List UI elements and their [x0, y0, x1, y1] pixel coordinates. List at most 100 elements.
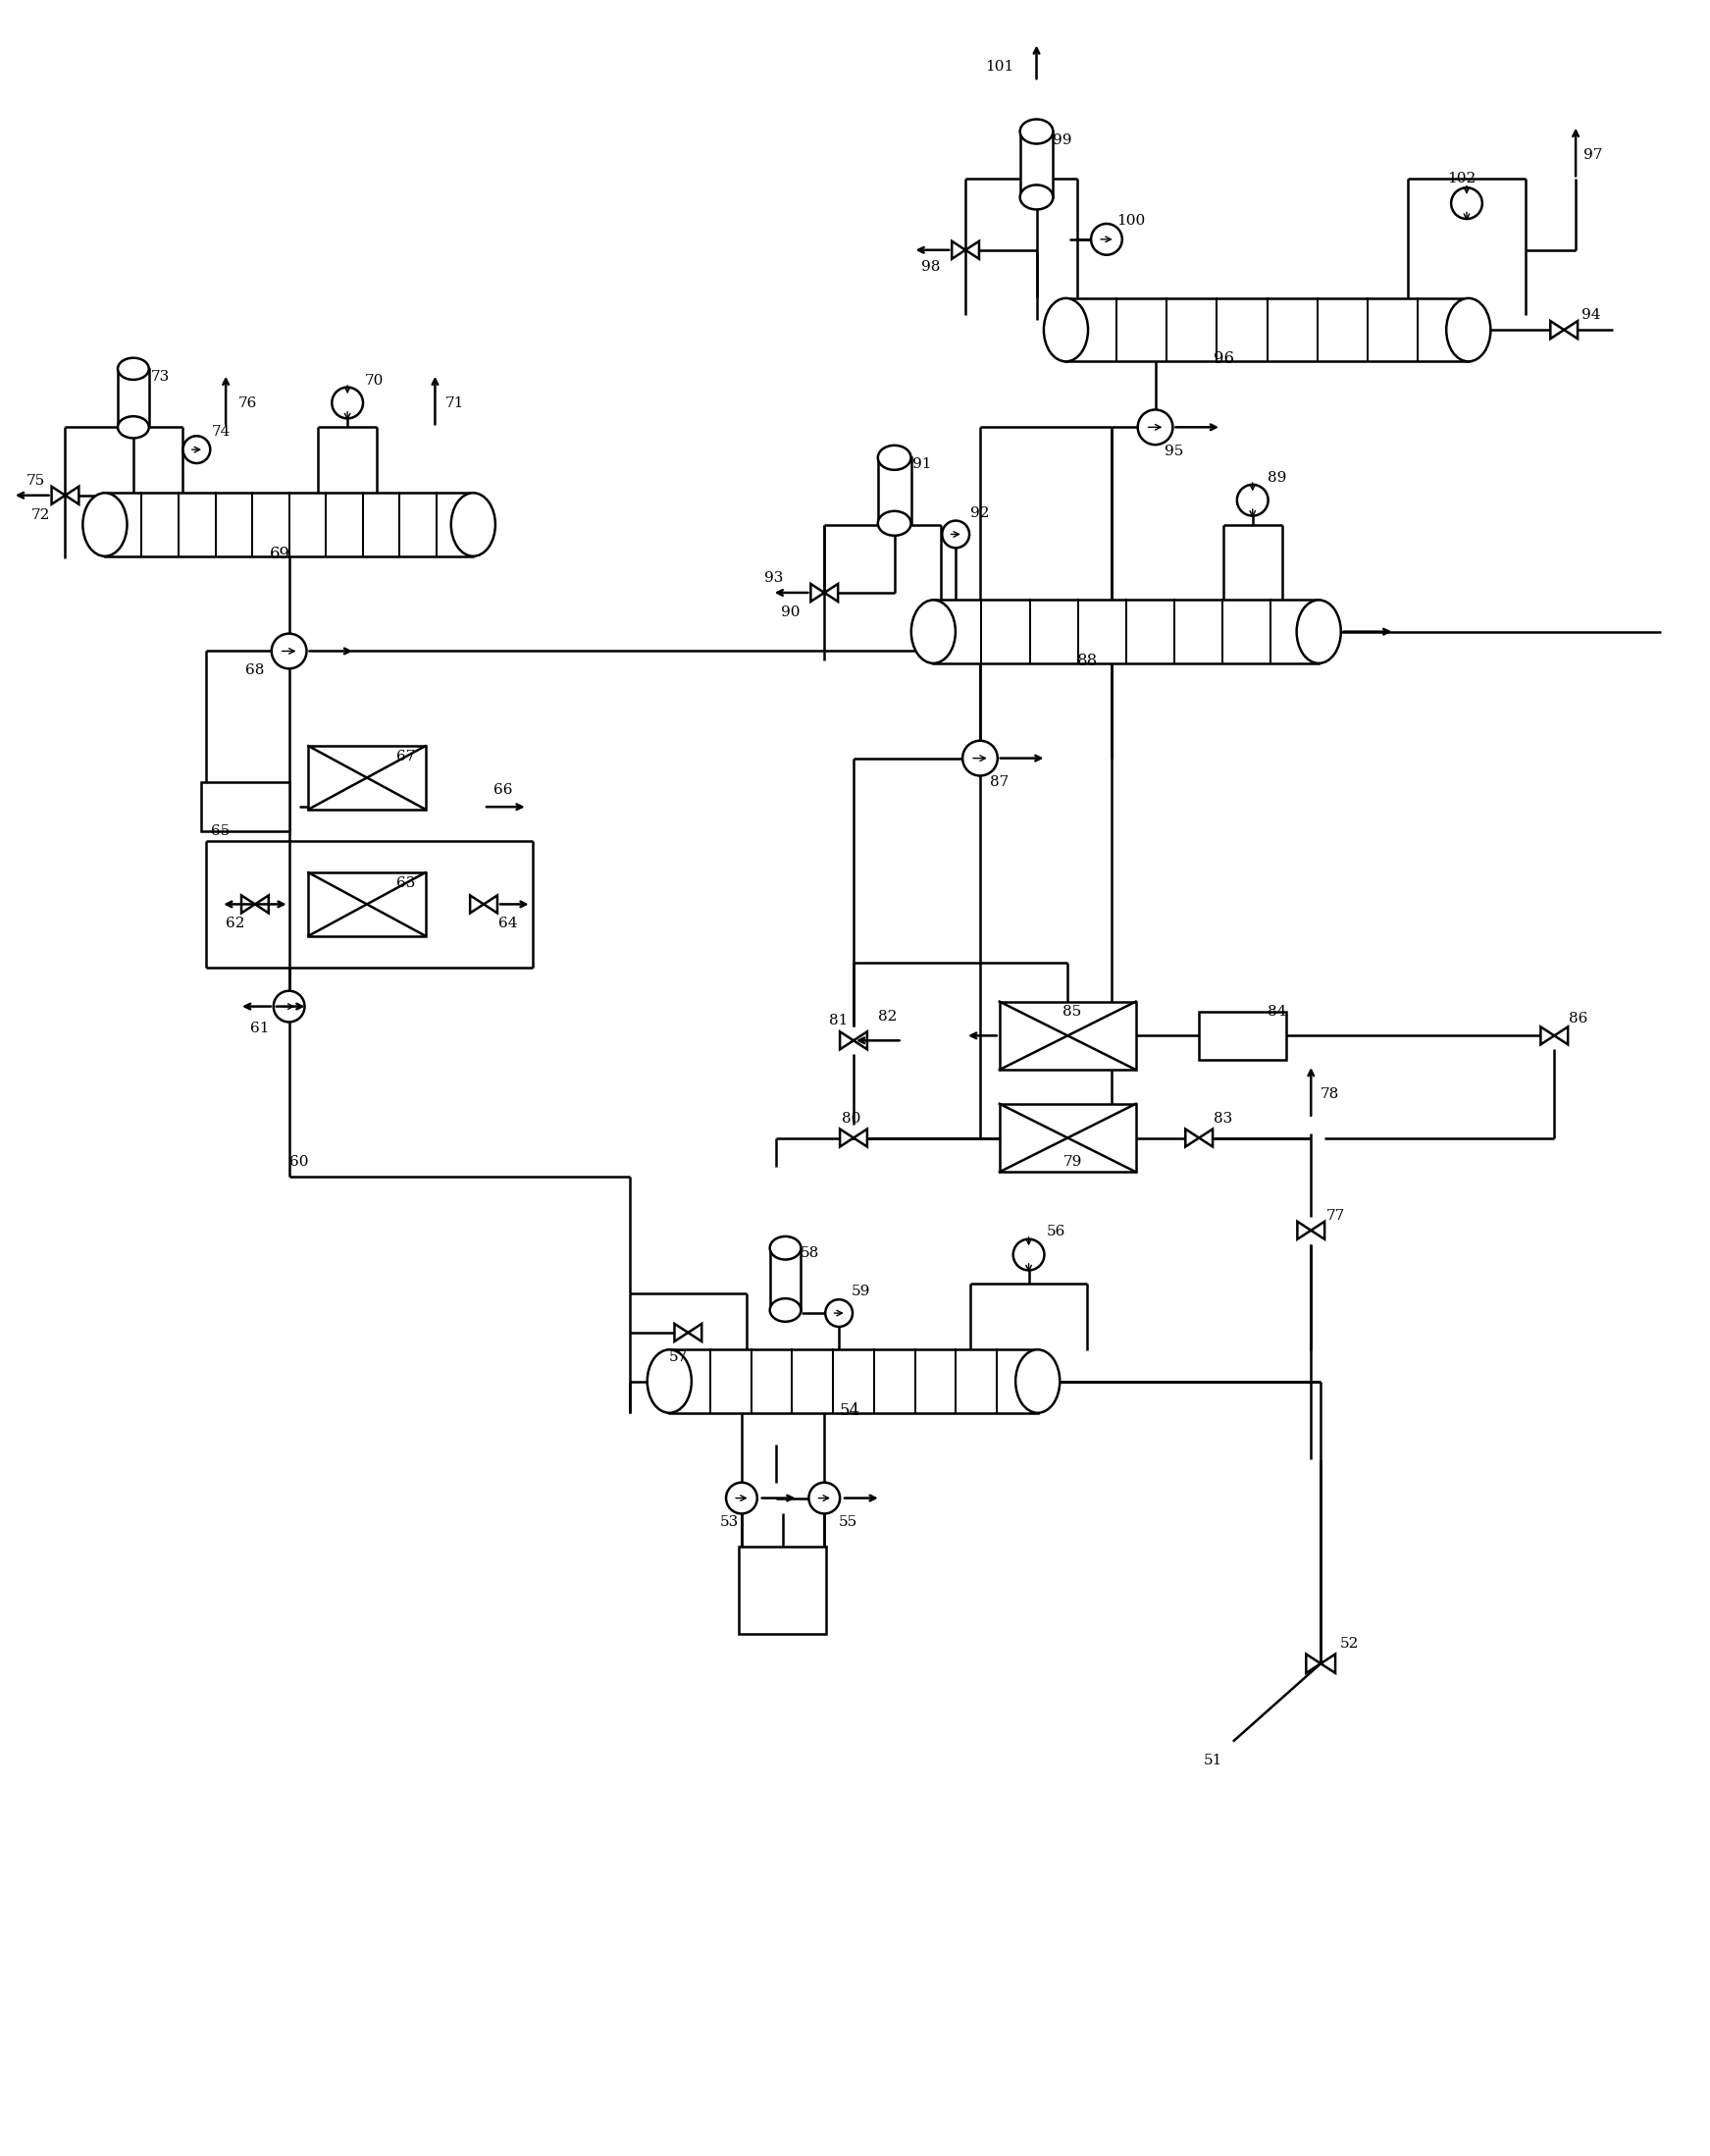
Polygon shape — [1551, 321, 1565, 338]
Text: 94: 94 — [1582, 308, 1601, 321]
Text: 66: 66 — [494, 783, 513, 798]
Text: 71: 71 — [445, 397, 463, 410]
Text: 60: 60 — [289, 1156, 308, 1169]
Ellipse shape — [1019, 185, 1053, 209]
Polygon shape — [1320, 1654, 1336, 1673]
Polygon shape — [966, 241, 980, 259]
Bar — [308, 873, 426, 936]
Polygon shape — [1541, 1026, 1554, 1044]
Polygon shape — [840, 1033, 853, 1050]
Text: 52: 52 — [1341, 1636, 1359, 1651]
Bar — [669, 1350, 1038, 1412]
Text: 63: 63 — [397, 875, 416, 890]
Polygon shape — [1298, 1222, 1312, 1240]
Text: 75: 75 — [26, 474, 44, 487]
Ellipse shape — [1043, 298, 1088, 362]
Polygon shape — [51, 487, 65, 505]
Text: 80: 80 — [841, 1112, 860, 1125]
Text: 86: 86 — [1568, 1011, 1589, 1026]
Text: 84: 84 — [1267, 1005, 1286, 1018]
Polygon shape — [1565, 321, 1578, 338]
Polygon shape — [1312, 1222, 1325, 1240]
Text: 73: 73 — [150, 369, 169, 384]
Circle shape — [727, 1483, 758, 1514]
Bar — [1019, 132, 1053, 196]
Ellipse shape — [451, 494, 496, 556]
Polygon shape — [241, 895, 255, 914]
Ellipse shape — [911, 599, 956, 664]
Text: 74: 74 — [212, 425, 231, 440]
Ellipse shape — [1019, 119, 1053, 144]
Bar — [1000, 1003, 1135, 1069]
Text: 90: 90 — [780, 606, 800, 619]
Bar — [202, 783, 289, 832]
Polygon shape — [811, 584, 824, 602]
Ellipse shape — [770, 1298, 800, 1322]
Ellipse shape — [82, 494, 127, 556]
Bar — [1000, 1104, 1135, 1173]
Bar — [118, 369, 149, 427]
Text: 72: 72 — [31, 509, 50, 522]
Bar — [1199, 1011, 1286, 1061]
Text: 56: 56 — [1047, 1225, 1065, 1238]
Text: 81: 81 — [829, 1013, 848, 1028]
Text: 76: 76 — [238, 397, 258, 410]
Circle shape — [274, 992, 304, 1022]
Circle shape — [809, 1483, 840, 1514]
Text: 64: 64 — [498, 916, 518, 931]
Text: 91: 91 — [911, 457, 930, 470]
Text: 97: 97 — [1583, 149, 1602, 162]
Text: 69: 69 — [270, 545, 291, 563]
Polygon shape — [853, 1130, 867, 1147]
Bar — [1065, 298, 1469, 362]
Text: 88: 88 — [1077, 653, 1098, 668]
Circle shape — [272, 634, 306, 668]
Text: 98: 98 — [922, 259, 940, 274]
Bar — [739, 1546, 826, 1634]
Polygon shape — [255, 895, 268, 914]
Text: 53: 53 — [720, 1516, 739, 1529]
Ellipse shape — [1447, 298, 1491, 362]
Ellipse shape — [1016, 1350, 1060, 1412]
Polygon shape — [1199, 1130, 1212, 1147]
Text: 68: 68 — [245, 664, 265, 677]
Text: 67: 67 — [397, 750, 416, 763]
Bar — [308, 746, 426, 808]
Text: 95: 95 — [1165, 444, 1183, 459]
Ellipse shape — [648, 1350, 691, 1412]
Text: 82: 82 — [877, 1009, 896, 1024]
Polygon shape — [853, 1033, 867, 1050]
Circle shape — [942, 520, 970, 548]
Bar — [877, 457, 911, 524]
Circle shape — [1452, 188, 1483, 220]
Circle shape — [183, 436, 210, 464]
Text: 93: 93 — [764, 571, 783, 584]
Text: 65: 65 — [212, 824, 231, 839]
Polygon shape — [1306, 1654, 1320, 1673]
Circle shape — [1236, 485, 1269, 515]
Polygon shape — [484, 895, 498, 914]
Text: 99: 99 — [1053, 134, 1072, 147]
Text: 59: 59 — [852, 1285, 870, 1298]
Polygon shape — [687, 1324, 701, 1341]
Bar — [934, 599, 1318, 664]
Text: 100: 100 — [1117, 213, 1146, 229]
Ellipse shape — [118, 416, 149, 438]
Text: 62: 62 — [226, 916, 245, 931]
Circle shape — [826, 1300, 853, 1326]
Ellipse shape — [118, 358, 149, 379]
Bar — [770, 1248, 800, 1311]
Text: 96: 96 — [1214, 351, 1235, 367]
Circle shape — [1012, 1240, 1045, 1270]
Ellipse shape — [877, 511, 911, 535]
Text: 55: 55 — [840, 1516, 858, 1529]
Text: 51: 51 — [1204, 1755, 1223, 1768]
Polygon shape — [65, 487, 79, 505]
Polygon shape — [1185, 1130, 1199, 1147]
Polygon shape — [1554, 1026, 1568, 1044]
Ellipse shape — [1296, 599, 1341, 664]
Text: 102: 102 — [1447, 172, 1476, 185]
Text: 57: 57 — [669, 1350, 687, 1365]
Text: 61: 61 — [250, 1022, 268, 1035]
Text: 79: 79 — [1064, 1156, 1082, 1169]
